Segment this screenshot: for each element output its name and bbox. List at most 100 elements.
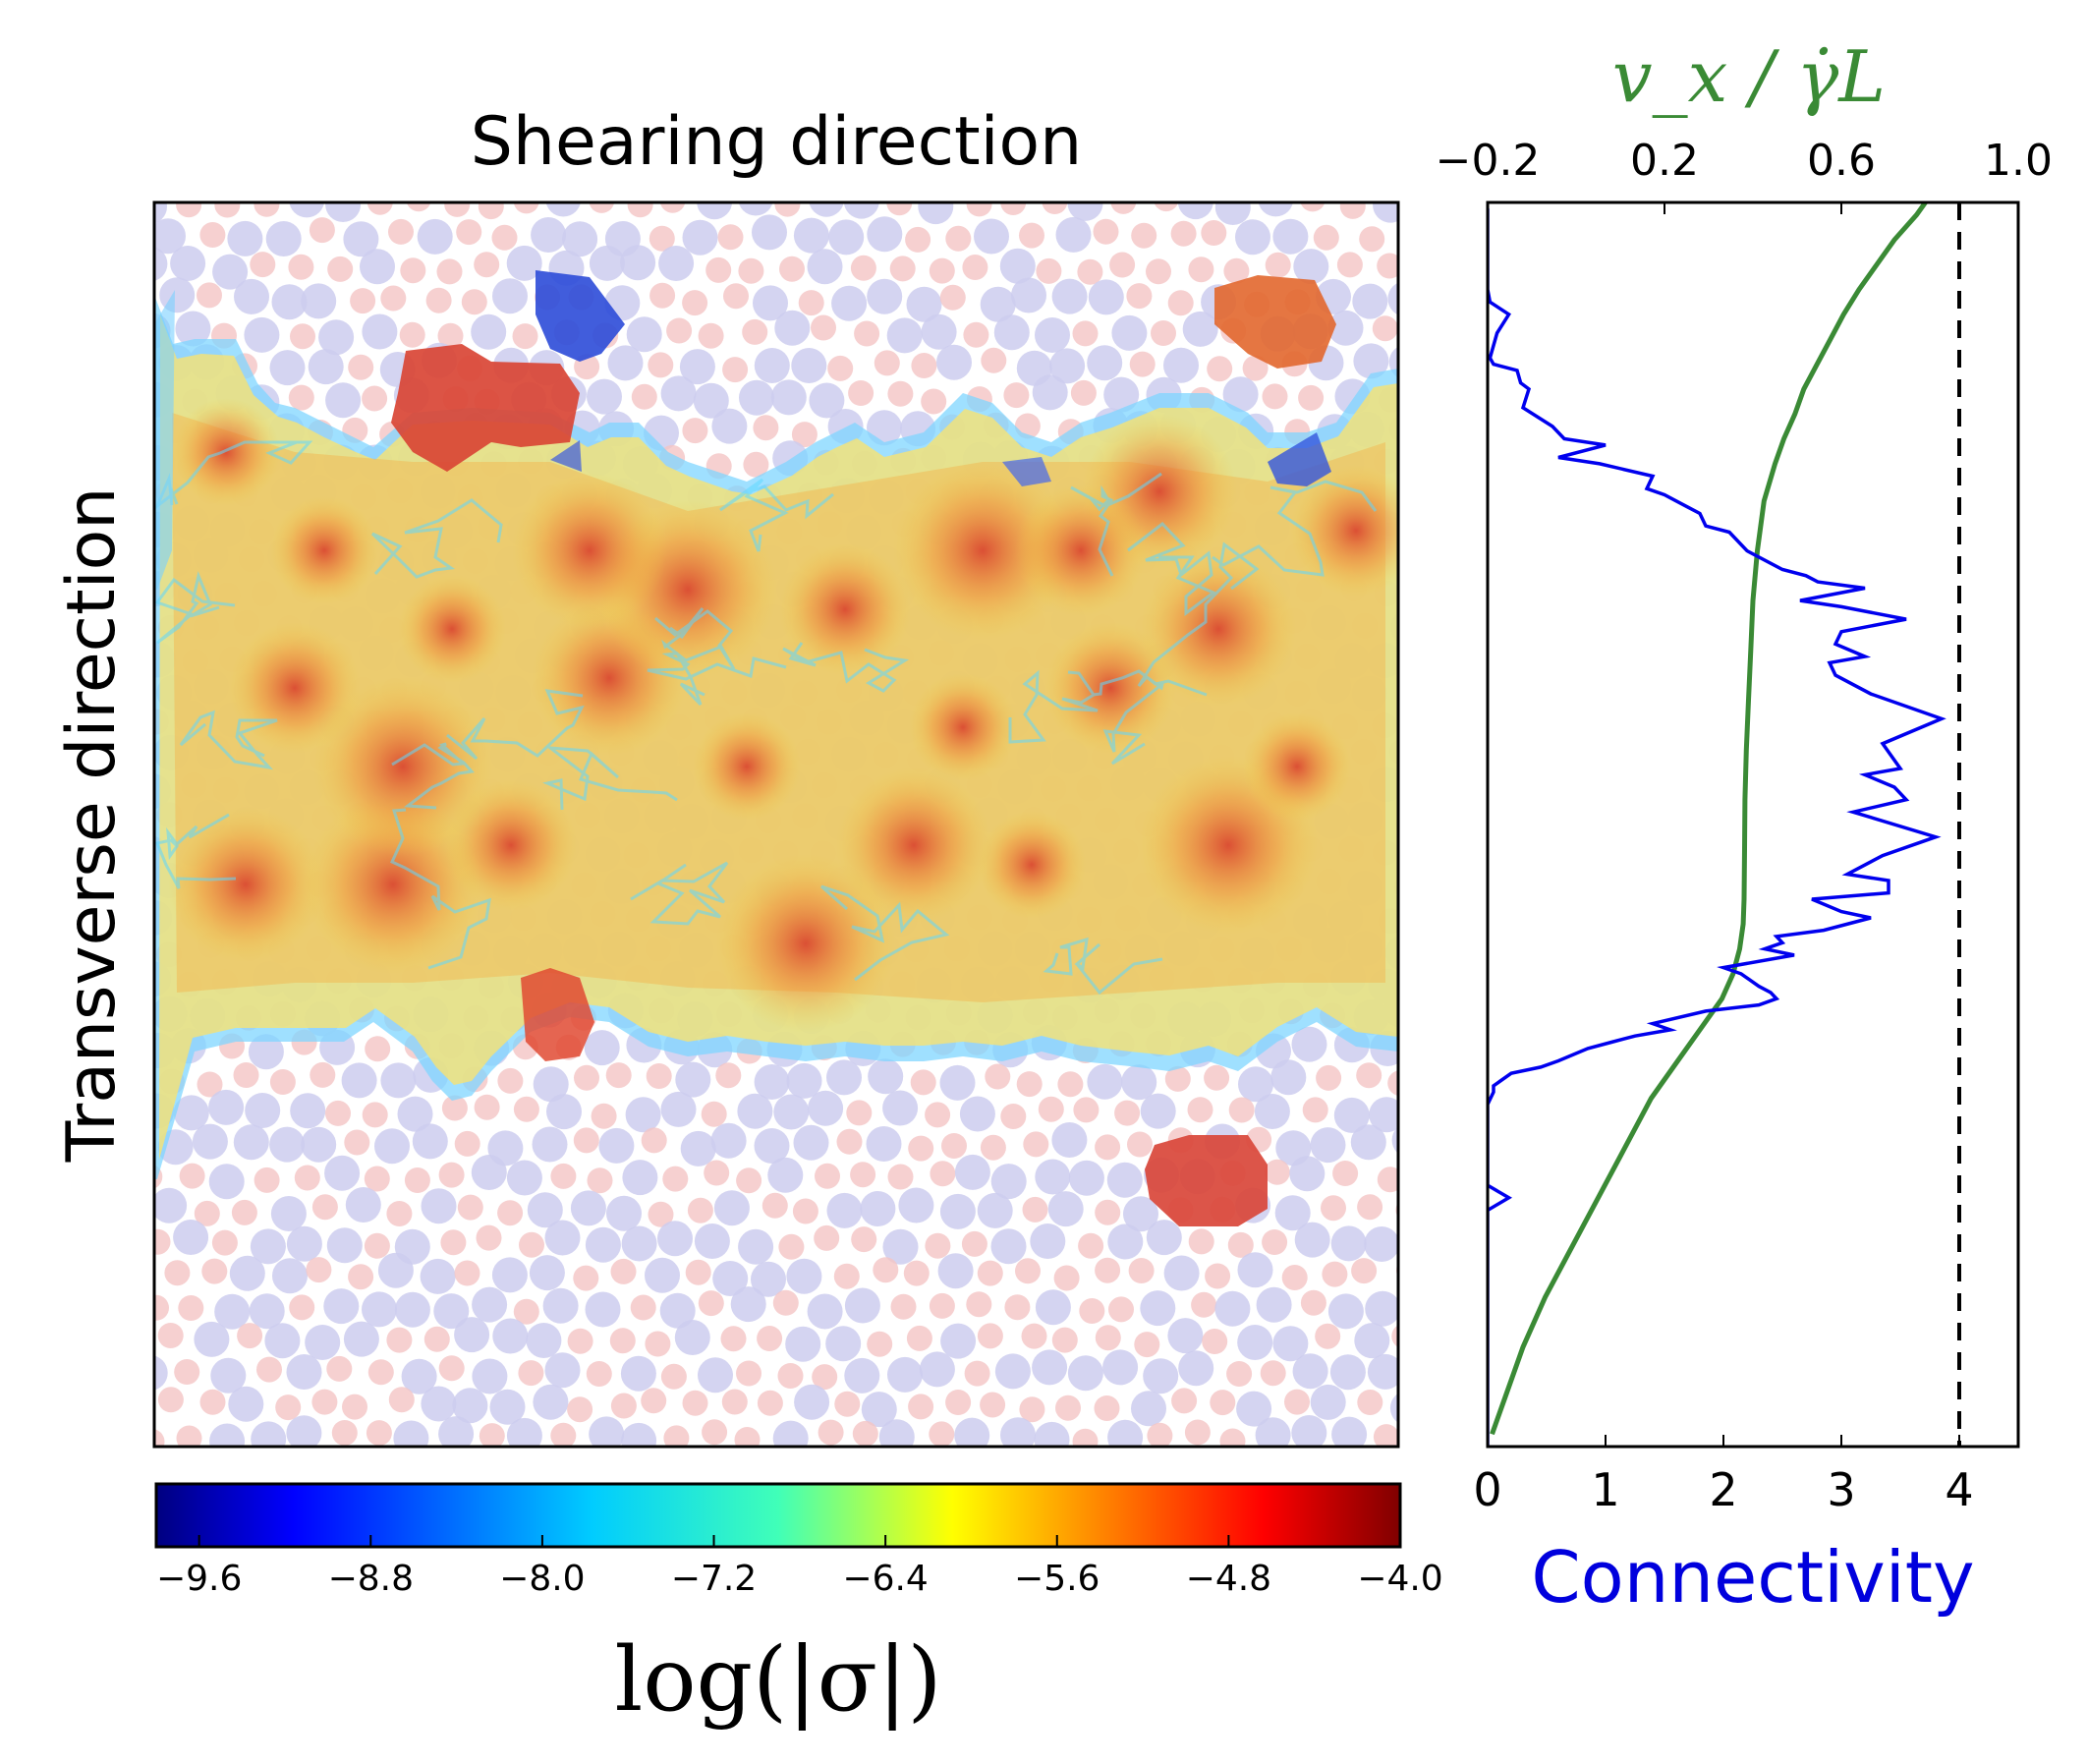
particle-small: [1265, 252, 1291, 278]
particle-large: [1237, 1325, 1273, 1360]
particle-large: [754, 1064, 790, 1100]
hotspot: [836, 768, 991, 923]
particle-small: [491, 224, 518, 251]
particle-small: [1414, 454, 1439, 480]
particle-large: [1035, 1159, 1071, 1195]
particle-large: [867, 278, 903, 314]
profile-frame: [1486, 200, 2020, 1449]
particle-small: [962, 255, 988, 280]
particle-large: [245, 1093, 281, 1128]
particle-small: [1055, 1454, 1081, 1480]
particle-small: [1057, 1071, 1084, 1098]
particle-large: [1429, 734, 1464, 769]
particle-small: [1336, 252, 1363, 278]
particle-large: [229, 1255, 265, 1291]
bottom-tick-label: 2: [1709, 1463, 1737, 1516]
particle-small: [963, 321, 989, 348]
particle-large: [248, 1034, 284, 1070]
colorbar-tick-label: −4.8: [1186, 1559, 1271, 1599]
particle-large: [286, 1225, 322, 1262]
particle-small: [925, 1232, 951, 1259]
particle-large: [1088, 279, 1124, 315]
particle-small: [1359, 1460, 1384, 1486]
particle-small: [1095, 1134, 1121, 1161]
particle-large: [269, 1126, 306, 1163]
particle-small: [309, 217, 335, 244]
particle-small: [734, 1427, 761, 1447]
particle-small: [513, 1096, 539, 1122]
particle-large: [1350, 1124, 1386, 1161]
particle-small: [1208, 1458, 1233, 1484]
particle-large: [173, 1220, 209, 1255]
particle-large: [660, 1091, 697, 1127]
particle-large: [1237, 1252, 1273, 1288]
particle-large: [645, 1257, 680, 1293]
particle-large: [1327, 1293, 1364, 1330]
particle-large: [585, 1291, 621, 1328]
particle-small: [1038, 1096, 1064, 1122]
particle-small: [911, 353, 937, 378]
particle-small: [929, 1292, 955, 1319]
particle-small: [1357, 1194, 1383, 1221]
particle-small: [1433, 549, 1458, 575]
particle-large: [529, 1255, 565, 1291]
particle-small: [157, 1387, 184, 1413]
particle-large: [898, 1187, 934, 1223]
particle-large: [472, 1358, 508, 1394]
particle-small: [851, 1226, 877, 1253]
particle-small: [1372, 315, 1398, 342]
particle-small: [348, 354, 374, 380]
particle-small: [1095, 1325, 1121, 1351]
particle-large: [492, 1318, 529, 1354]
particle-small: [1313, 224, 1339, 251]
particle-small: [720, 1326, 747, 1352]
particle-small: [812, 1364, 838, 1391]
hotspot: [398, 575, 506, 683]
particle-small: [1281, 1265, 1308, 1290]
particle-small: [294, 1165, 320, 1191]
particle-small: [929, 1421, 955, 1447]
particle-large: [452, 1388, 488, 1424]
particle-small: [1226, 1361, 1253, 1387]
particle-small: [1356, 1062, 1382, 1089]
particle-small: [648, 1201, 674, 1227]
particle-large: [844, 1287, 880, 1324]
particle-large: [921, 313, 957, 350]
particle-large: [1421, 350, 1456, 385]
particle-small: [778, 1233, 805, 1260]
particle-large: [1131, 1391, 1166, 1427]
particle-large: [620, 1355, 656, 1392]
particle-small: [1407, 642, 1433, 667]
particle-small: [854, 320, 880, 347]
particle-small: [721, 1389, 748, 1415]
particle-large: [232, 1449, 267, 1484]
particle-large: [1214, 202, 1251, 225]
particle-large: [753, 285, 788, 321]
particle-large: [506, 1417, 542, 1447]
particle-large: [679, 349, 715, 385]
bottom-tick-label: 3: [1827, 1463, 1855, 1516]
particle-large: [1367, 1353, 1398, 1390]
particle-small: [519, 1231, 544, 1258]
particle-large: [249, 1293, 285, 1330]
particle-small: [903, 1260, 930, 1286]
particle-small: [326, 1355, 353, 1382]
particle-large: [154, 1355, 168, 1391]
particle-small: [250, 252, 276, 278]
particle-small: [589, 202, 615, 213]
hotspot: [909, 673, 1017, 781]
particle-small: [513, 1298, 539, 1325]
top-tick-label: −0.2: [1436, 136, 1541, 186]
particle-large: [1424, 1254, 1459, 1289]
particle-small: [1315, 1323, 1341, 1349]
particle-large: [939, 1064, 976, 1101]
particle-large: [587, 378, 622, 415]
particle-large: [844, 1357, 880, 1394]
particle-small: [289, 1294, 315, 1321]
particle-large: [1364, 1226, 1398, 1262]
particle-large: [712, 1261, 749, 1296]
particle-small: [288, 254, 314, 280]
particle-small: [256, 1356, 282, 1383]
profile-xlabel: Connectivity: [1531, 1536, 1974, 1619]
particle-large: [861, 1392, 897, 1428]
